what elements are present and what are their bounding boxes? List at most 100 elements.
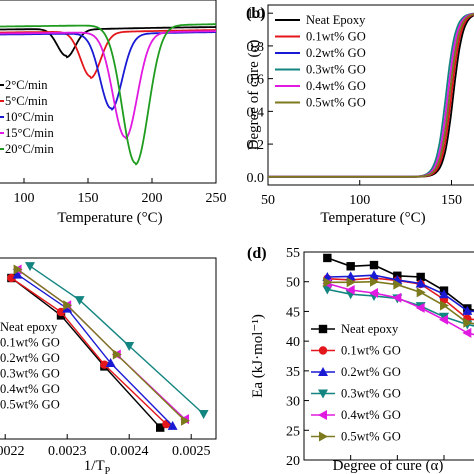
panel-d-data-point (440, 300, 449, 311)
panel-c-data-point (181, 415, 190, 426)
panel-c-xtick-label: 0.0023 (48, 444, 87, 459)
panel-d-ytick-label: 35 (286, 365, 300, 380)
panel-d-legend-marker (318, 410, 327, 420)
panel-b-ytick-label: 0.2 (247, 138, 265, 153)
panel-c-legend-label: 0.4wt% GO (0, 382, 60, 396)
panel-d-data-point (416, 287, 426, 298)
panel-c-legend-label: 0.3wt% GO (0, 367, 60, 381)
panel-d-data-point (322, 285, 333, 295)
panel-d-xlabel: Degree of cure (α) (333, 458, 444, 474)
panel-c-series-line (10, 277, 161, 429)
panel-d-data-point (323, 253, 332, 263)
panel-a-xtick-label: 200 (142, 191, 163, 206)
panel-d-data-point (415, 302, 425, 313)
panel-c-data-point (13, 264, 23, 275)
panel-d-ytick-label: 25 (286, 424, 300, 439)
panel-a-legend-label: 2°C/min (5, 78, 48, 92)
panel-b-xtick-label: 150 (441, 193, 462, 208)
panel-d-ytick-label: 50 (286, 276, 300, 291)
panel-b-legend-label: 0.4wt% GO (306, 79, 366, 93)
panel-c-data-point (112, 349, 122, 360)
panel-d-ytick-label: 45 (286, 305, 300, 320)
panel-d-legend-label: 0.2wt% GO (341, 365, 401, 379)
panel-a-legend-label: 10°C/min (5, 110, 55, 124)
panel-c-data-point (198, 410, 209, 419)
panel-c-xtick-label: 0.0022 (0, 444, 24, 459)
panel-d-legend-label: 0.3wt% GO (341, 387, 401, 401)
panel-d-data-point (323, 277, 333, 288)
panel-b-legend-label: 0.5wt% GO (306, 96, 366, 110)
panel-a-legend-label: 20°C/min (5, 142, 55, 156)
panel-a-dsc-curves: 100 150 200 250 2°C/min 5°C/min 10°C/min 15°C/… (0, 0, 227, 226)
panel-d-series-line (327, 274, 474, 313)
panel-c-xlabel: 1/TP (84, 458, 111, 474)
panel-a-series-line (0, 23, 216, 166)
panel-d-data-point (346, 262, 355, 271)
panel-b-ylabel: Degree of cure (α) (246, 40, 262, 151)
panel-c-legend-label: Neat epoxy (0, 320, 58, 334)
panel-a-xtick-label: 250 (206, 191, 227, 206)
panel-d-legend-marker (319, 431, 328, 442)
panel-d-activation-energy: (d) 20 25 30 35 40 45 50 55 Neat epoxy 0.1wt% GO… (247, 245, 474, 474)
panel-c-kissinger-plot: 0.0022 0.0023 0.0024 0.0025 Neat epoxy 0.1wt… (0, 257, 217, 474)
panel-c-data-point (62, 303, 73, 313)
panel-a-series-line (0, 30, 216, 140)
panel-d-legend-label: 0.1wt% GO (341, 344, 401, 358)
panel-d-ylabel: Ea (kJ·mol⁻¹) (250, 314, 266, 398)
panel-c-data-point (56, 307, 66, 317)
panel-d-data-point (369, 260, 379, 270)
panel-d-data-point (345, 285, 355, 296)
panel-a-legend-label: 15°C/min (5, 126, 55, 140)
panel-b-label: (b) (246, 5, 266, 22)
panel-b-degree-of-cure: (b) 50 100 150 0.0 0.2 0.4 0.6 0.8 1.0 Neat Epox… (246, 4, 474, 226)
panel-d-legend-marker (318, 367, 328, 376)
panel-d-data-point (369, 270, 379, 280)
panel-c-frame (0, 257, 217, 440)
panel-d-data-point (439, 314, 448, 325)
panel-d-data-point (415, 278, 426, 288)
panel-b-ytick-label: 0.8 (247, 40, 265, 55)
panel-c-data-point (74, 296, 85, 306)
panel-c-legend-label: 0.2wt% GO (0, 351, 60, 365)
panel-b-xtick-label: 50 (261, 193, 275, 208)
panel-c-legend-label: 0.5wt% GO (0, 398, 60, 412)
panel-c-xlabel-sub: P (105, 466, 111, 474)
panel-d-data-point (462, 327, 472, 338)
panel-b-legend-label: 0.1wt% GO (306, 30, 366, 44)
panel-d-legend-label: 0.5wt% GO (341, 430, 401, 444)
panel-c-xtick-label: 0.0024 (110, 444, 149, 459)
panel-c-data-point (12, 269, 23, 279)
panel-d-data-point (462, 305, 473, 315)
panel-d-data-point (393, 279, 403, 290)
panel-b-series-line (268, 13, 474, 178)
panel-a-xtick-label: 150 (78, 191, 99, 206)
panel-a-xlabel: Temperature (°C) (57, 210, 162, 226)
panel-d-data-point (369, 288, 378, 299)
panel-c-data-point (124, 342, 135, 351)
panel-c-data-point (167, 420, 178, 430)
panel-a-series-line (0, 26, 216, 59)
panel-c-legend-label: 0.1wt% GO (0, 336, 60, 350)
panel-d-label: (d) (247, 245, 267, 262)
panel-b-legend-label: 0.3wt% GO (306, 63, 366, 77)
panel-b-ytick-label: 1.0 (247, 7, 265, 22)
panel-d-data-point (370, 276, 379, 287)
panel-b-ytick-label: 0.4 (247, 105, 265, 120)
panel-d-data-point (346, 277, 356, 288)
panel-c-xtick-label: 0.0025 (172, 444, 211, 459)
panel-c-series-line (11, 277, 167, 425)
panel-b-legend-label: 0.2wt% GO (306, 46, 366, 60)
panel-d-data-point (345, 271, 356, 281)
panel-c-data-point (63, 300, 73, 311)
panel-d-data-point (392, 292, 402, 303)
panel-b-legend-label: Neat Epoxy (306, 13, 366, 27)
panel-d-data-point (463, 317, 473, 328)
panel-c-data-point (156, 423, 165, 432)
panel-c-xlabel-main: 1/T (84, 458, 105, 474)
panel-b-xtick-label: 100 (349, 193, 370, 208)
panel-d-ytick-label: 30 (286, 395, 300, 410)
panel-b-xlabel: Temperature (°C) (320, 210, 425, 226)
panel-d-legend-marker (318, 324, 328, 334)
panel-c-series-line (29, 265, 205, 415)
